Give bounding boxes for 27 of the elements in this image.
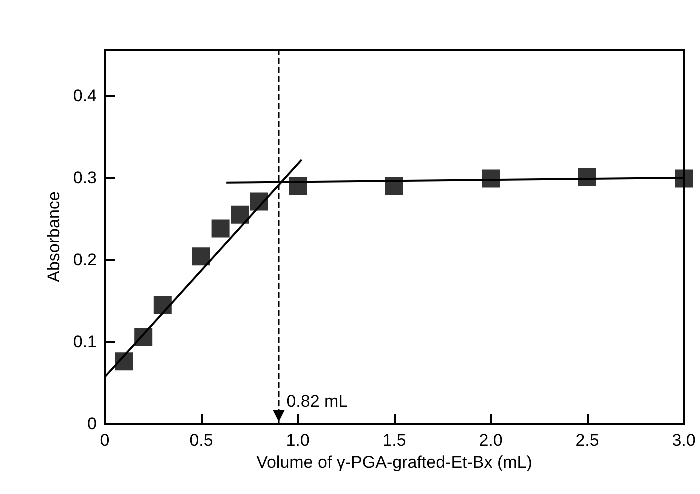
y-tick-label: 0 bbox=[88, 414, 97, 434]
x-tick-label: 1.0 bbox=[286, 431, 310, 450]
point bbox=[578, 168, 596, 186]
ref-line-label: 0.82 mL bbox=[286, 392, 348, 411]
point bbox=[386, 177, 404, 196]
x-tick-label: 1.5 bbox=[382, 431, 406, 450]
point bbox=[231, 206, 250, 224]
point bbox=[115, 352, 134, 371]
y-tick-label: 0.4 bbox=[73, 86, 97, 106]
point bbox=[250, 192, 268, 211]
point bbox=[289, 177, 307, 196]
point bbox=[675, 170, 693, 188]
point bbox=[154, 296, 172, 314]
x-tick-label: 2.0 bbox=[479, 431, 503, 450]
x-tick-label: 2.5 bbox=[576, 431, 600, 450]
y-tick-label: 0.3 bbox=[73, 168, 97, 188]
point bbox=[482, 170, 500, 188]
x-axis-title: Volume of γ-PGA-grafted-Et-Bx (mL) bbox=[256, 453, 532, 472]
point bbox=[212, 220, 230, 238]
x-tick-label: 0 bbox=[100, 431, 110, 450]
x-tick-label: 3.0 bbox=[672, 431, 696, 450]
point bbox=[134, 328, 153, 346]
y-axis-title: Absorbance bbox=[44, 192, 64, 282]
y-tick-label: 0.1 bbox=[73, 332, 97, 352]
point bbox=[192, 248, 210, 266]
y-tick-label: 0.2 bbox=[73, 250, 97, 270]
x-tick-label: 0.5 bbox=[190, 431, 214, 450]
